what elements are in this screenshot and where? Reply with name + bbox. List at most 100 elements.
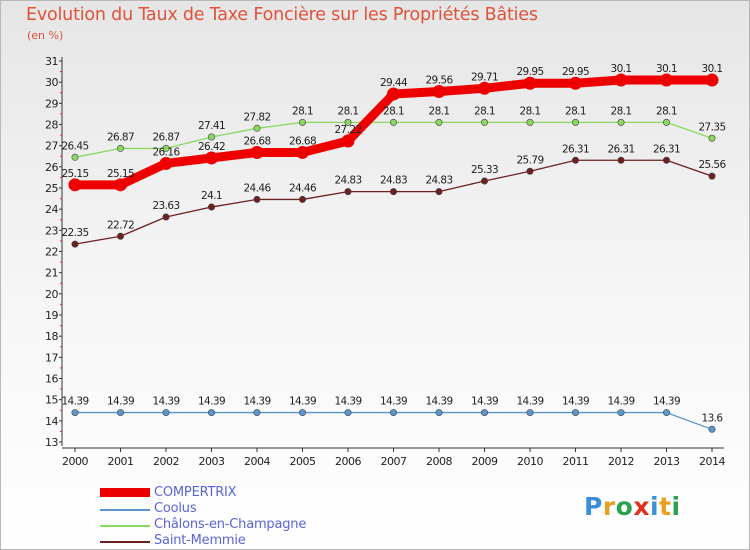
data-label: 14.39	[471, 396, 498, 408]
data-point	[480, 409, 488, 417]
data-label: 14.39	[653, 396, 680, 408]
x-tick-label: 2002	[153, 455, 179, 468]
data-label: 26.68	[289, 135, 316, 147]
data-label: 14.39	[380, 396, 407, 408]
data-label: 25.56	[698, 159, 726, 171]
data-point	[526, 409, 534, 417]
data-point	[571, 118, 579, 126]
data-label: 14.39	[516, 396, 543, 408]
logo-letter: P	[584, 492, 603, 521]
data-point	[435, 188, 443, 196]
data-point	[117, 409, 125, 417]
data-label: 26.87	[152, 131, 179, 143]
data-point	[162, 213, 170, 221]
y-tick-label: 26	[45, 161, 58, 174]
data-label: 28.1	[611, 105, 632, 117]
x-tick-label: 2000	[62, 455, 88, 468]
data-label: 26.16	[152, 146, 180, 158]
data-point	[344, 118, 352, 126]
x-tick-label: 2009	[472, 455, 498, 468]
data-label: 29.95	[516, 66, 543, 78]
logo-letter: r	[602, 492, 616, 521]
data-label: 29.44	[380, 77, 408, 89]
data-label: 26.42	[198, 141, 225, 153]
data-label: 26.87	[107, 131, 134, 143]
x-tick-label: 2010	[517, 455, 543, 468]
data-label: 28.1	[474, 105, 495, 117]
data-label: 28.1	[520, 105, 541, 117]
data-point	[253, 409, 261, 417]
data-label: 22.35	[61, 227, 88, 239]
data-label: 30.1	[656, 63, 677, 75]
data-label: 28.1	[338, 105, 359, 117]
data-label: 24.83	[334, 175, 361, 187]
data-point	[68, 178, 82, 192]
legend-label: COMPERTRIX	[154, 485, 237, 500]
data-label: 25.33	[471, 164, 498, 176]
data-label: 22.72	[107, 219, 134, 231]
y-tick-label: 22	[45, 246, 58, 259]
data-label: 27.35	[698, 121, 725, 133]
x-tick-label: 2003	[199, 455, 225, 468]
x-tick-label: 2006	[335, 455, 361, 468]
logo-letter: t	[659, 492, 672, 521]
data-label: 30.1	[702, 63, 723, 75]
data-point	[205, 151, 218, 165]
data-point	[253, 124, 261, 132]
legend-item: Châlons-en-Champagne	[100, 517, 400, 534]
x-tick-label: 2013	[654, 455, 680, 468]
data-label: 26.31	[653, 143, 680, 155]
x-tick-label: 2008	[426, 455, 452, 468]
data-label: 30.1	[611, 63, 632, 75]
data-point	[569, 76, 582, 90]
data-point	[614, 73, 628, 87]
data-point	[162, 409, 170, 417]
data-point	[208, 133, 216, 141]
data-label: 14.39	[334, 396, 361, 408]
data-point	[571, 156, 579, 164]
data-point	[662, 156, 670, 164]
data-point	[344, 188, 352, 196]
data-label: 23.63	[152, 200, 179, 212]
data-point	[662, 118, 670, 126]
legend-item: Coolus	[100, 501, 400, 518]
x-tick-label: 2001	[108, 455, 134, 468]
y-tick-label: 14	[45, 415, 58, 428]
y-tick-label: 29	[45, 97, 58, 110]
data-point	[208, 409, 216, 417]
data-point	[526, 118, 534, 126]
data-point	[341, 134, 355, 148]
chart-subtitle: (en %)	[27, 29, 64, 42]
data-point	[250, 145, 264, 159]
data-point	[523, 76, 537, 90]
data-label: 28.1	[565, 105, 586, 117]
y-tick-label: 18	[45, 330, 58, 343]
data-point	[117, 232, 125, 240]
data-label: 27.41	[198, 120, 225, 132]
logo-letter: i	[650, 492, 660, 521]
legend-swatch	[100, 541, 150, 543]
data-label: 13.6	[702, 412, 724, 424]
data-point	[571, 409, 579, 417]
legend-swatch	[100, 509, 150, 511]
data-label: 14.39	[198, 396, 225, 408]
data-label: 28.1	[429, 105, 450, 117]
data-label: 14.39	[289, 396, 316, 408]
data-label: 25.15	[107, 168, 134, 180]
data-point	[478, 81, 491, 95]
x-tick-label: 2014	[699, 455, 725, 468]
data-point	[117, 144, 125, 152]
y-tick-label: 28	[45, 119, 58, 132]
proxiti-logo: Proxiti	[584, 492, 681, 521]
data-point	[71, 153, 79, 161]
y-tick-label: 23	[45, 224, 58, 237]
data-label: 14.39	[562, 396, 589, 408]
data-point	[162, 144, 170, 152]
x-tick-label: 2004	[244, 455, 270, 468]
data-point	[432, 84, 446, 98]
data-point	[617, 409, 625, 417]
legend-label: Châlons-en-Champagne	[154, 517, 307, 532]
data-point	[708, 425, 716, 433]
data-point	[660, 73, 673, 87]
